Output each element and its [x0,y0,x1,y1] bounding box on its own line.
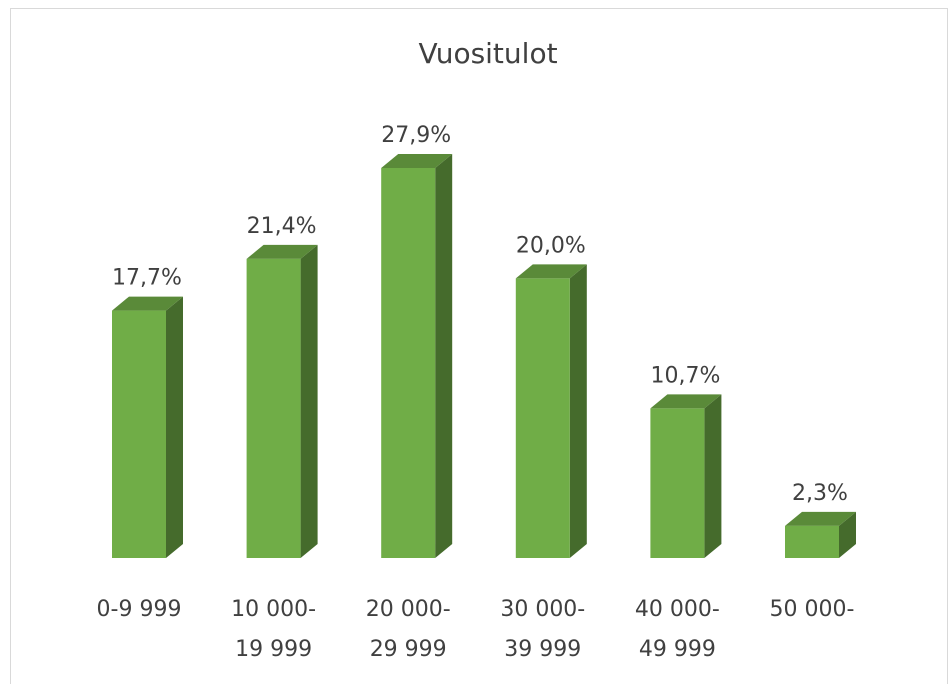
bar-top [650,394,722,409]
bar [112,310,166,558]
bar-top [381,154,453,168]
x-tick-label: 10 000- 19 999 [231,597,317,662]
bar [650,408,705,558]
bar [246,258,301,558]
chart-title: Vuositulot [418,37,557,70]
bar-side [166,296,183,558]
x-tick-label: 50 000- [769,597,855,622]
bar-top [785,511,856,526]
bar-side [569,264,587,558]
bar-side [435,154,453,558]
bar [381,168,436,558]
bar [515,278,570,558]
bar-top [515,264,587,279]
data-label: 20,0% [516,233,586,258]
bar-top [246,244,318,259]
bar [785,525,839,558]
data-label: 10,7% [650,363,720,388]
x-tick-label: 0-9 999 [96,597,182,622]
data-label: 21,4% [247,214,317,239]
data-label: 27,9% [381,123,451,148]
bar-side [839,511,856,558]
bar-top [112,296,183,311]
x-tick-label: 30 000- 39 999 [500,597,586,662]
bar-side [704,394,722,558]
bar-side [300,244,318,558]
data-label: 2,3% [792,481,848,506]
data-label: 17,7% [112,266,182,291]
x-tick-label: 40 000- 49 999 [634,597,720,662]
x-tick-label: 20 000- 29 999 [365,597,451,662]
